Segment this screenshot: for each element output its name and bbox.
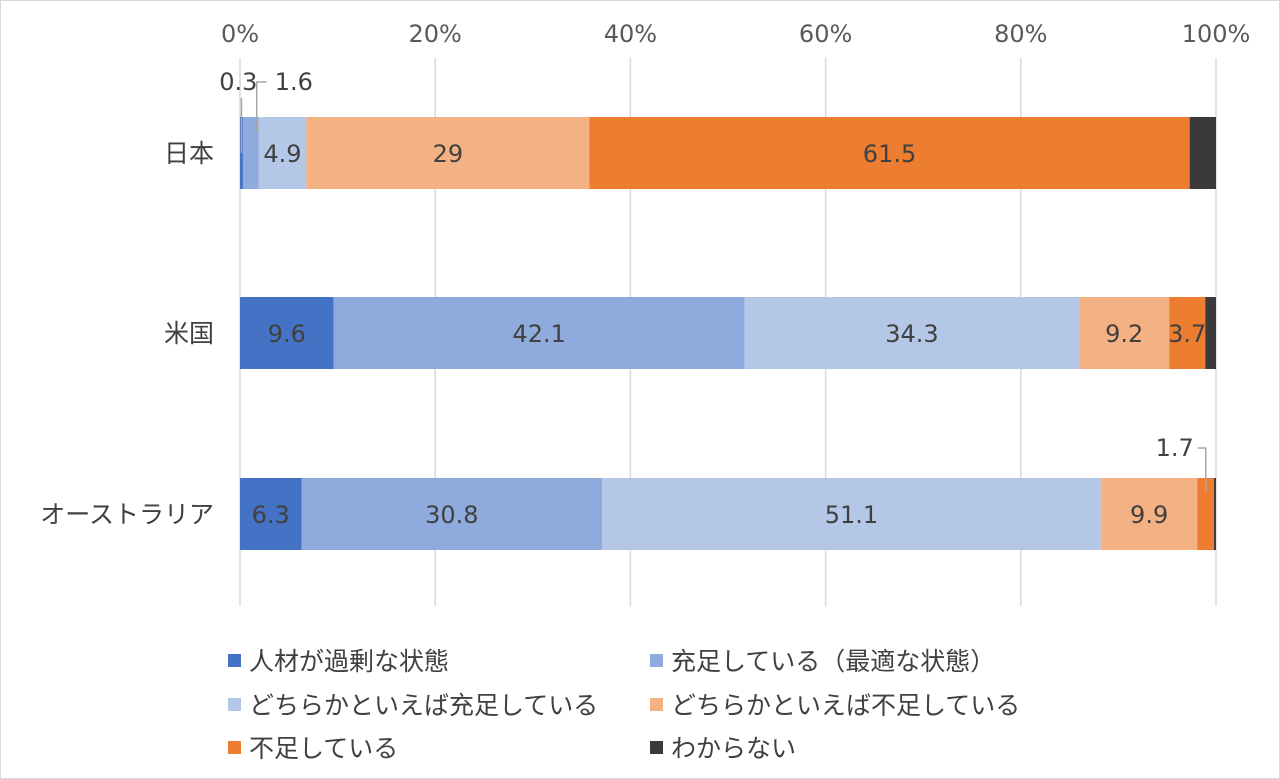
x-tick-label: 40% — [604, 20, 657, 48]
bar-segment — [258, 117, 307, 189]
data-label: 51.1 — [825, 501, 878, 529]
bar-segment — [1079, 297, 1170, 369]
bar-segment — [1169, 297, 1206, 369]
bar-segment — [333, 297, 745, 369]
data-label: 1.7 — [1156, 434, 1194, 462]
data-label: 42.1 — [512, 320, 565, 348]
bar-segment — [301, 478, 603, 550]
data-label: 29 — [433, 140, 464, 168]
bar-segment — [306, 117, 590, 189]
data-label: 61.5 — [863, 140, 916, 168]
bar-segment — [602, 478, 1101, 550]
x-tick-label: 80% — [994, 20, 1047, 48]
bar-segment — [242, 117, 259, 189]
data-label: 1.6 — [275, 68, 313, 96]
data-label: 9.2 — [1105, 320, 1143, 348]
x-tick-label: 20% — [409, 20, 462, 48]
bar-segment — [1197, 478, 1215, 550]
category-label: 米国 — [164, 319, 214, 348]
bar-segment — [589, 117, 1190, 189]
leader-line — [1197, 447, 1207, 492]
x-tick-label: 0% — [221, 20, 259, 48]
data-label: 4.9 — [263, 140, 301, 168]
data-label: 34.3 — [885, 320, 938, 348]
bar-segment — [1205, 297, 1216, 369]
data-label: 9.6 — [268, 320, 306, 348]
bar-segment — [240, 478, 302, 550]
bar-segment — [1100, 478, 1198, 550]
bar-segment — [1189, 117, 1216, 189]
data-label: 9.9 — [1130, 501, 1168, 529]
data-label: 6.3 — [252, 501, 290, 529]
bar-segment — [744, 297, 1080, 369]
category-label: 日本 — [164, 139, 214, 168]
bar-segment — [1214, 478, 1216, 550]
leader-line — [255, 81, 267, 131]
data-label: 0.3 — [219, 68, 257, 96]
x-tick-label: 100% — [1182, 20, 1251, 48]
x-tick-label: 60% — [799, 20, 852, 48]
data-label: 30.8 — [425, 501, 478, 529]
category-label: オーストラリア — [40, 500, 214, 529]
bar-segment — [240, 297, 334, 369]
data-label: 3.7 — [1168, 320, 1206, 348]
